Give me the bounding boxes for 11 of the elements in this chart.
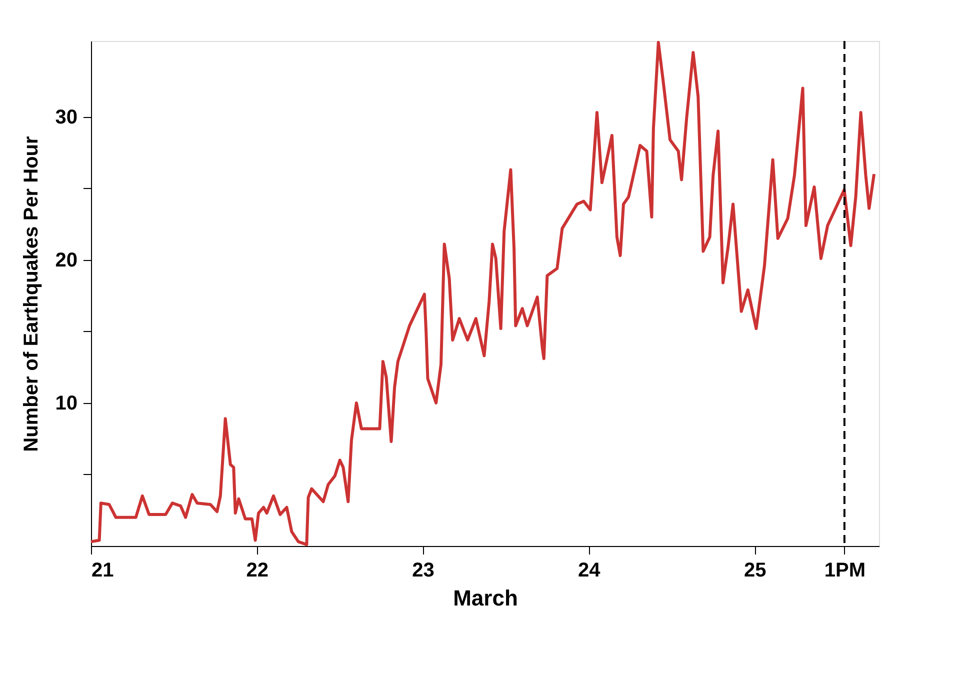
y-tick-label: 30 [55, 106, 78, 128]
y-tick-label: 20 [55, 249, 78, 272]
y-axis-title: Number of Earthquakes Per Hour [20, 136, 42, 452]
y-tick-label: 10 [55, 392, 78, 414]
x-tick-label: 25 [744, 560, 766, 582]
x-tick-label: 21 [92, 560, 114, 582]
x-axis-title: March [453, 586, 518, 610]
x-tick-label: 1PM [824, 560, 866, 582]
x-tick-label: 23 [412, 560, 434, 582]
x-tick-label: 22 [246, 560, 269, 582]
x-tick-label: 24 [578, 560, 602, 582]
